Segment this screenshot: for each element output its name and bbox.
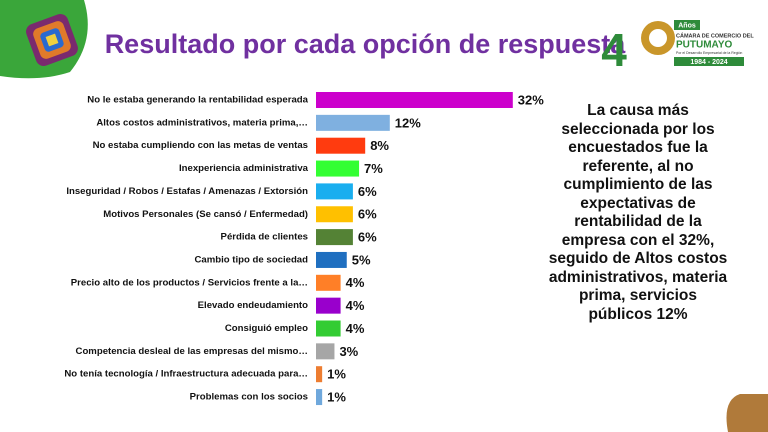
value-label: 3% (339, 344, 358, 359)
value-label: 1% (327, 389, 346, 404)
value-label: 12% (395, 115, 421, 130)
category-label: Elevado endeudamiento (198, 300, 308, 311)
category-label: No le estaba generando la rentabilidad e… (87, 95, 308, 106)
decor-corner (726, 394, 768, 432)
value-label: 6% (358, 207, 377, 222)
bar (316, 229, 353, 246)
logo-line3: Por el Desarrollo Empresarial de la Regi… (676, 51, 742, 55)
value-label: 4% (346, 298, 365, 313)
value-label: 5% (352, 252, 371, 267)
bar (316, 206, 353, 223)
bar (316, 297, 341, 314)
category-label: Problemas con los socios (190, 392, 308, 403)
value-label: 4% (346, 275, 365, 290)
category-label: Altos costos administrativos, materia pr… (96, 117, 308, 128)
annotation: La causa más seleccionada por los encues… (548, 102, 728, 323)
category-label: Precio alto de los productos / Servicios… (71, 277, 308, 288)
bar (316, 160, 360, 177)
category-label: Cambio tipo de sociedad (194, 254, 308, 265)
decor-textile (26, 14, 78, 66)
bar (316, 114, 390, 131)
category-label: Pérdida de clientes (221, 232, 308, 243)
chart-title: Resultado por cada opción de respuesta (105, 29, 627, 59)
logo-number: 4 (601, 24, 627, 76)
category-label: No tenía tecnología / Infraestructura ad… (64, 369, 308, 380)
bar (316, 366, 323, 383)
bar (316, 343, 335, 360)
value-label: 6% (358, 184, 377, 199)
logo-period: 1984 - 2024 (690, 59, 727, 66)
category-label: Consiguió empleo (225, 323, 308, 334)
logo-gear-hole (649, 29, 667, 47)
bar (316, 137, 366, 154)
logo-period-bg (674, 57, 744, 66)
bar (316, 274, 341, 291)
category-label: Motivos Personales (Se cansó / Enfermeda… (103, 209, 308, 220)
bar (316, 251, 347, 268)
value-label: 7% (364, 161, 383, 176)
category-label: Inexperiencia administrativa (179, 163, 309, 174)
category-label: Inseguridad / Robos / Estafas / Amenazas… (66, 186, 308, 197)
logo-years-bg (674, 20, 700, 30)
category-label: No estaba cumpliendo con las metas de ve… (93, 140, 308, 151)
bar (316, 92, 513, 108)
logo-years: Años (678, 22, 696, 29)
value-label: 6% (358, 230, 377, 245)
value-label: 8% (370, 138, 389, 153)
value-label: 1% (327, 367, 346, 382)
logo-line1: CÁMARA DE COMERCIO DEL (676, 32, 754, 39)
value-label: 4% (346, 321, 365, 336)
logo: 4 Años CÁMARA DE COMERCIO DEL PUTUMAYO P… (601, 20, 754, 76)
bar (316, 320, 341, 337)
value-label: 32% (518, 92, 544, 107)
logo-line2: PUTUMAYO (676, 40, 733, 51)
bar (316, 183, 353, 200)
category-label: Competencia desleal de las empresas del … (76, 346, 308, 357)
bar (316, 389, 323, 406)
